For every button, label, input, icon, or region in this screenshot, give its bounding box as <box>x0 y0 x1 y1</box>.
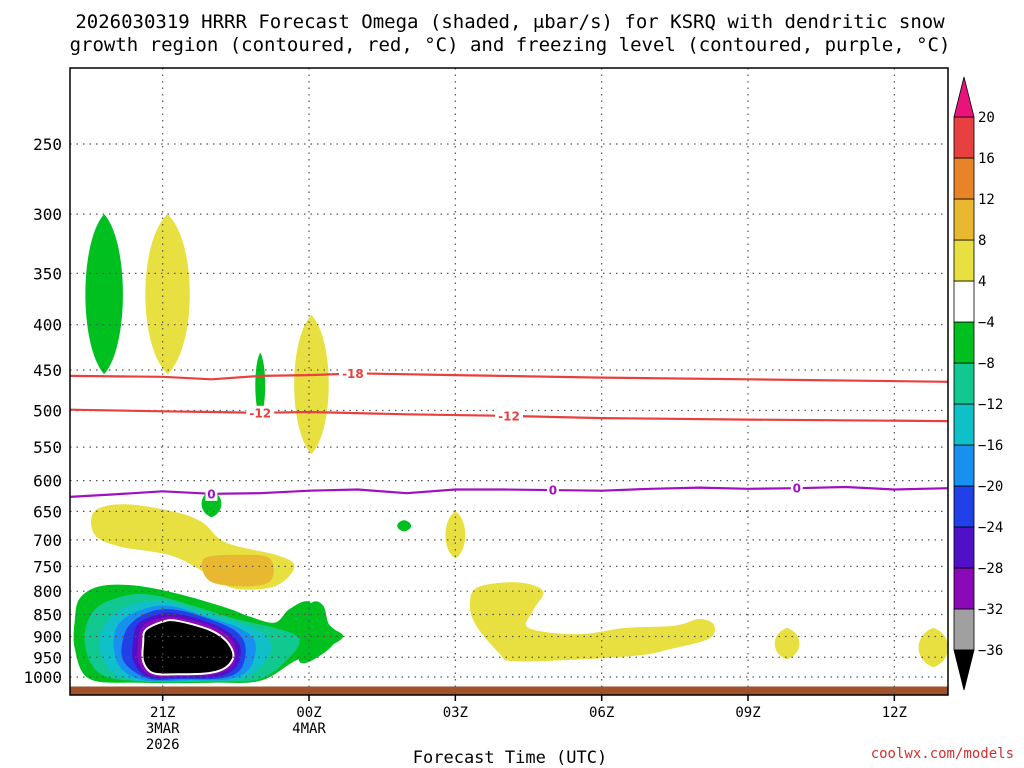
x-tick-label: 4MAR <box>292 721 326 737</box>
colorbar-min-triangle <box>953 649 975 691</box>
colorbar-segment <box>953 526 975 569</box>
y-tick-label: 900 <box>33 627 62 646</box>
y-tick-label: 400 <box>33 316 62 335</box>
colorbar-label: 4 <box>978 274 986 290</box>
colorbar-segment <box>953 157 975 200</box>
y-tick-label: 550 <box>33 438 62 457</box>
contour-label: -12 <box>249 406 271 420</box>
omega-shaded-region <box>918 627 948 668</box>
colorbar-label: −4 <box>978 315 995 331</box>
y-tick-label: 1000 <box>23 668 62 687</box>
colorbar-label: 16 <box>978 151 995 167</box>
colorbar-segment <box>953 239 975 282</box>
colorbar-segment <box>953 321 975 364</box>
omega-core-ring <box>141 619 235 676</box>
colorbar-segment <box>953 567 975 610</box>
colorbar-label: −36 <box>978 643 1003 659</box>
y-tick-label: 350 <box>33 264 62 283</box>
omega-shaded-region <box>145 214 190 375</box>
colorbar-max-triangle <box>953 76 975 118</box>
colorbar-label: −16 <box>978 438 1003 454</box>
omega-shaded-region <box>294 314 329 455</box>
y-tick-label: 800 <box>33 582 62 601</box>
pressure-axis: 250 300 350 400 450 500 550 600 650 700 750 800 850 9… <box>23 135 62 687</box>
y-tick-label: 500 <box>33 402 62 421</box>
chart-title-line-1: 2026030319 HRRR Forecast Omega (shaded, … <box>75 11 945 33</box>
chart-title-line-2: growth region (contoured, red, °C) and f… <box>70 34 951 56</box>
colorbar-segment <box>953 403 975 446</box>
x-axis-label: Forecast Time (UTC) <box>413 748 607 768</box>
colorbar-segment <box>953 608 975 651</box>
contour-label-bg <box>495 408 523 423</box>
ground-band <box>70 686 948 695</box>
credit-text: coolwx.com/models <box>871 746 1014 762</box>
x-tick-label: 21Z <box>150 705 175 721</box>
contour-line <box>70 408 948 423</box>
contour-label-bg <box>205 486 218 501</box>
omega-shaded-region <box>255 352 266 419</box>
y-tick-label: 850 <box>33 606 62 625</box>
colorbar-label: −28 <box>978 561 1003 577</box>
colorbar-label: 8 <box>978 233 986 249</box>
y-tick-label: 250 <box>33 135 62 154</box>
colorbar-segment <box>953 362 975 405</box>
omega-shaded-region <box>397 520 412 532</box>
contour-line <box>70 372 948 383</box>
y-tick-label: 700 <box>33 531 62 550</box>
x-tick-label: 00Z <box>296 705 321 721</box>
y-tick-label: 750 <box>33 557 62 576</box>
ground-surface <box>70 686 948 695</box>
omega-region-descent-core <box>201 554 274 587</box>
x-tick-label: 09Z <box>735 705 760 721</box>
contour-label-bg <box>338 366 367 381</box>
colorbar-label: −20 <box>978 479 1003 495</box>
colorbar-label: −8 <box>978 356 995 372</box>
colorbar-segment <box>953 116 975 159</box>
contour-label: -12 <box>498 409 520 423</box>
contour-label: 0 <box>793 482 801 496</box>
colorbar-segment <box>953 444 975 487</box>
x-tick-label: 2026 <box>146 737 180 753</box>
y-tick-label: 450 <box>33 361 62 380</box>
contour-label: 0 <box>207 487 215 501</box>
plot-frame <box>69 67 949 696</box>
x-tick-label: 3MAR <box>146 721 180 737</box>
temperature-contours: -18 -12 -12 0 0 0 <box>70 366 948 501</box>
omega-region-descent-band <box>469 582 715 662</box>
omega-shaded-region <box>85 214 123 375</box>
x-tick-label: 03Z <box>443 705 468 721</box>
colorbar-label: −32 <box>978 602 1003 618</box>
contour-line <box>70 485 948 498</box>
x-tick-label: 12Z <box>882 705 907 721</box>
contour-label: -18 <box>342 367 364 381</box>
colorbar-label: 20 <box>978 110 995 126</box>
omega-colorbar: −36 −32 −28 −24 −20 −16 −12 −8 −4 4 8 12 16 20 <box>953 76 1003 691</box>
colorbar-label: 12 <box>978 192 995 208</box>
contour-label-bg <box>246 405 275 420</box>
omega-shading <box>73 214 948 684</box>
y-tick-label: 950 <box>33 648 62 667</box>
contour-label-bg <box>790 481 803 496</box>
colorbar-segment <box>953 280 975 323</box>
contour-label: 0 <box>549 484 557 498</box>
colorbar-segment <box>953 485 975 528</box>
y-tick-label: 650 <box>33 502 62 521</box>
colorbar-label: −12 <box>978 397 1003 413</box>
contour-label-bg <box>546 483 559 498</box>
omega-shaded-region <box>774 627 800 660</box>
y-tick-label: 600 <box>33 472 62 491</box>
colorbar-label: −24 <box>978 520 1003 536</box>
colorbar-segment <box>953 198 975 241</box>
omega-shaded-region <box>445 511 466 559</box>
x-tick-label: 06Z <box>589 705 614 721</box>
y-tick-label: 300 <box>33 205 62 224</box>
